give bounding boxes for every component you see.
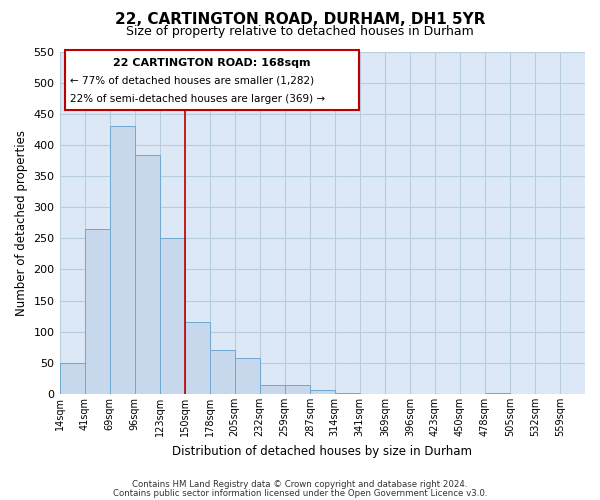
Bar [59, 363, 85, 394]
X-axis label: Distribution of detached houses by size in Durham: Distribution of detached houses by size … [172, 444, 472, 458]
Text: Contains public sector information licensed under the Open Government Licence v3: Contains public sector information licen… [113, 489, 487, 498]
Bar [310, 390, 335, 394]
Bar [160, 238, 185, 394]
Text: Contains HM Land Registry data © Crown copyright and database right 2024.: Contains HM Land Registry data © Crown c… [132, 480, 468, 489]
Bar [185, 322, 209, 394]
Bar [260, 384, 285, 394]
Y-axis label: Number of detached properties: Number of detached properties [15, 130, 28, 316]
Text: ← 77% of detached houses are smaller (1,282): ← 77% of detached houses are smaller (1,… [70, 76, 314, 86]
Bar [209, 350, 235, 394]
Text: 22, CARTINGTON ROAD, DURHAM, DH1 5YR: 22, CARTINGTON ROAD, DURHAM, DH1 5YR [115, 12, 485, 28]
Bar [134, 156, 160, 394]
Bar [285, 386, 310, 394]
FancyBboxPatch shape [65, 50, 359, 110]
Bar [235, 358, 260, 394]
Bar [110, 126, 134, 394]
Text: 22% of semi-detached houses are larger (369) →: 22% of semi-detached houses are larger (… [70, 94, 325, 104]
Text: 22 CARTINGTON ROAD: 168sqm: 22 CARTINGTON ROAD: 168sqm [113, 58, 311, 68]
Bar [85, 229, 110, 394]
Text: Size of property relative to detached houses in Durham: Size of property relative to detached ho… [126, 25, 474, 38]
